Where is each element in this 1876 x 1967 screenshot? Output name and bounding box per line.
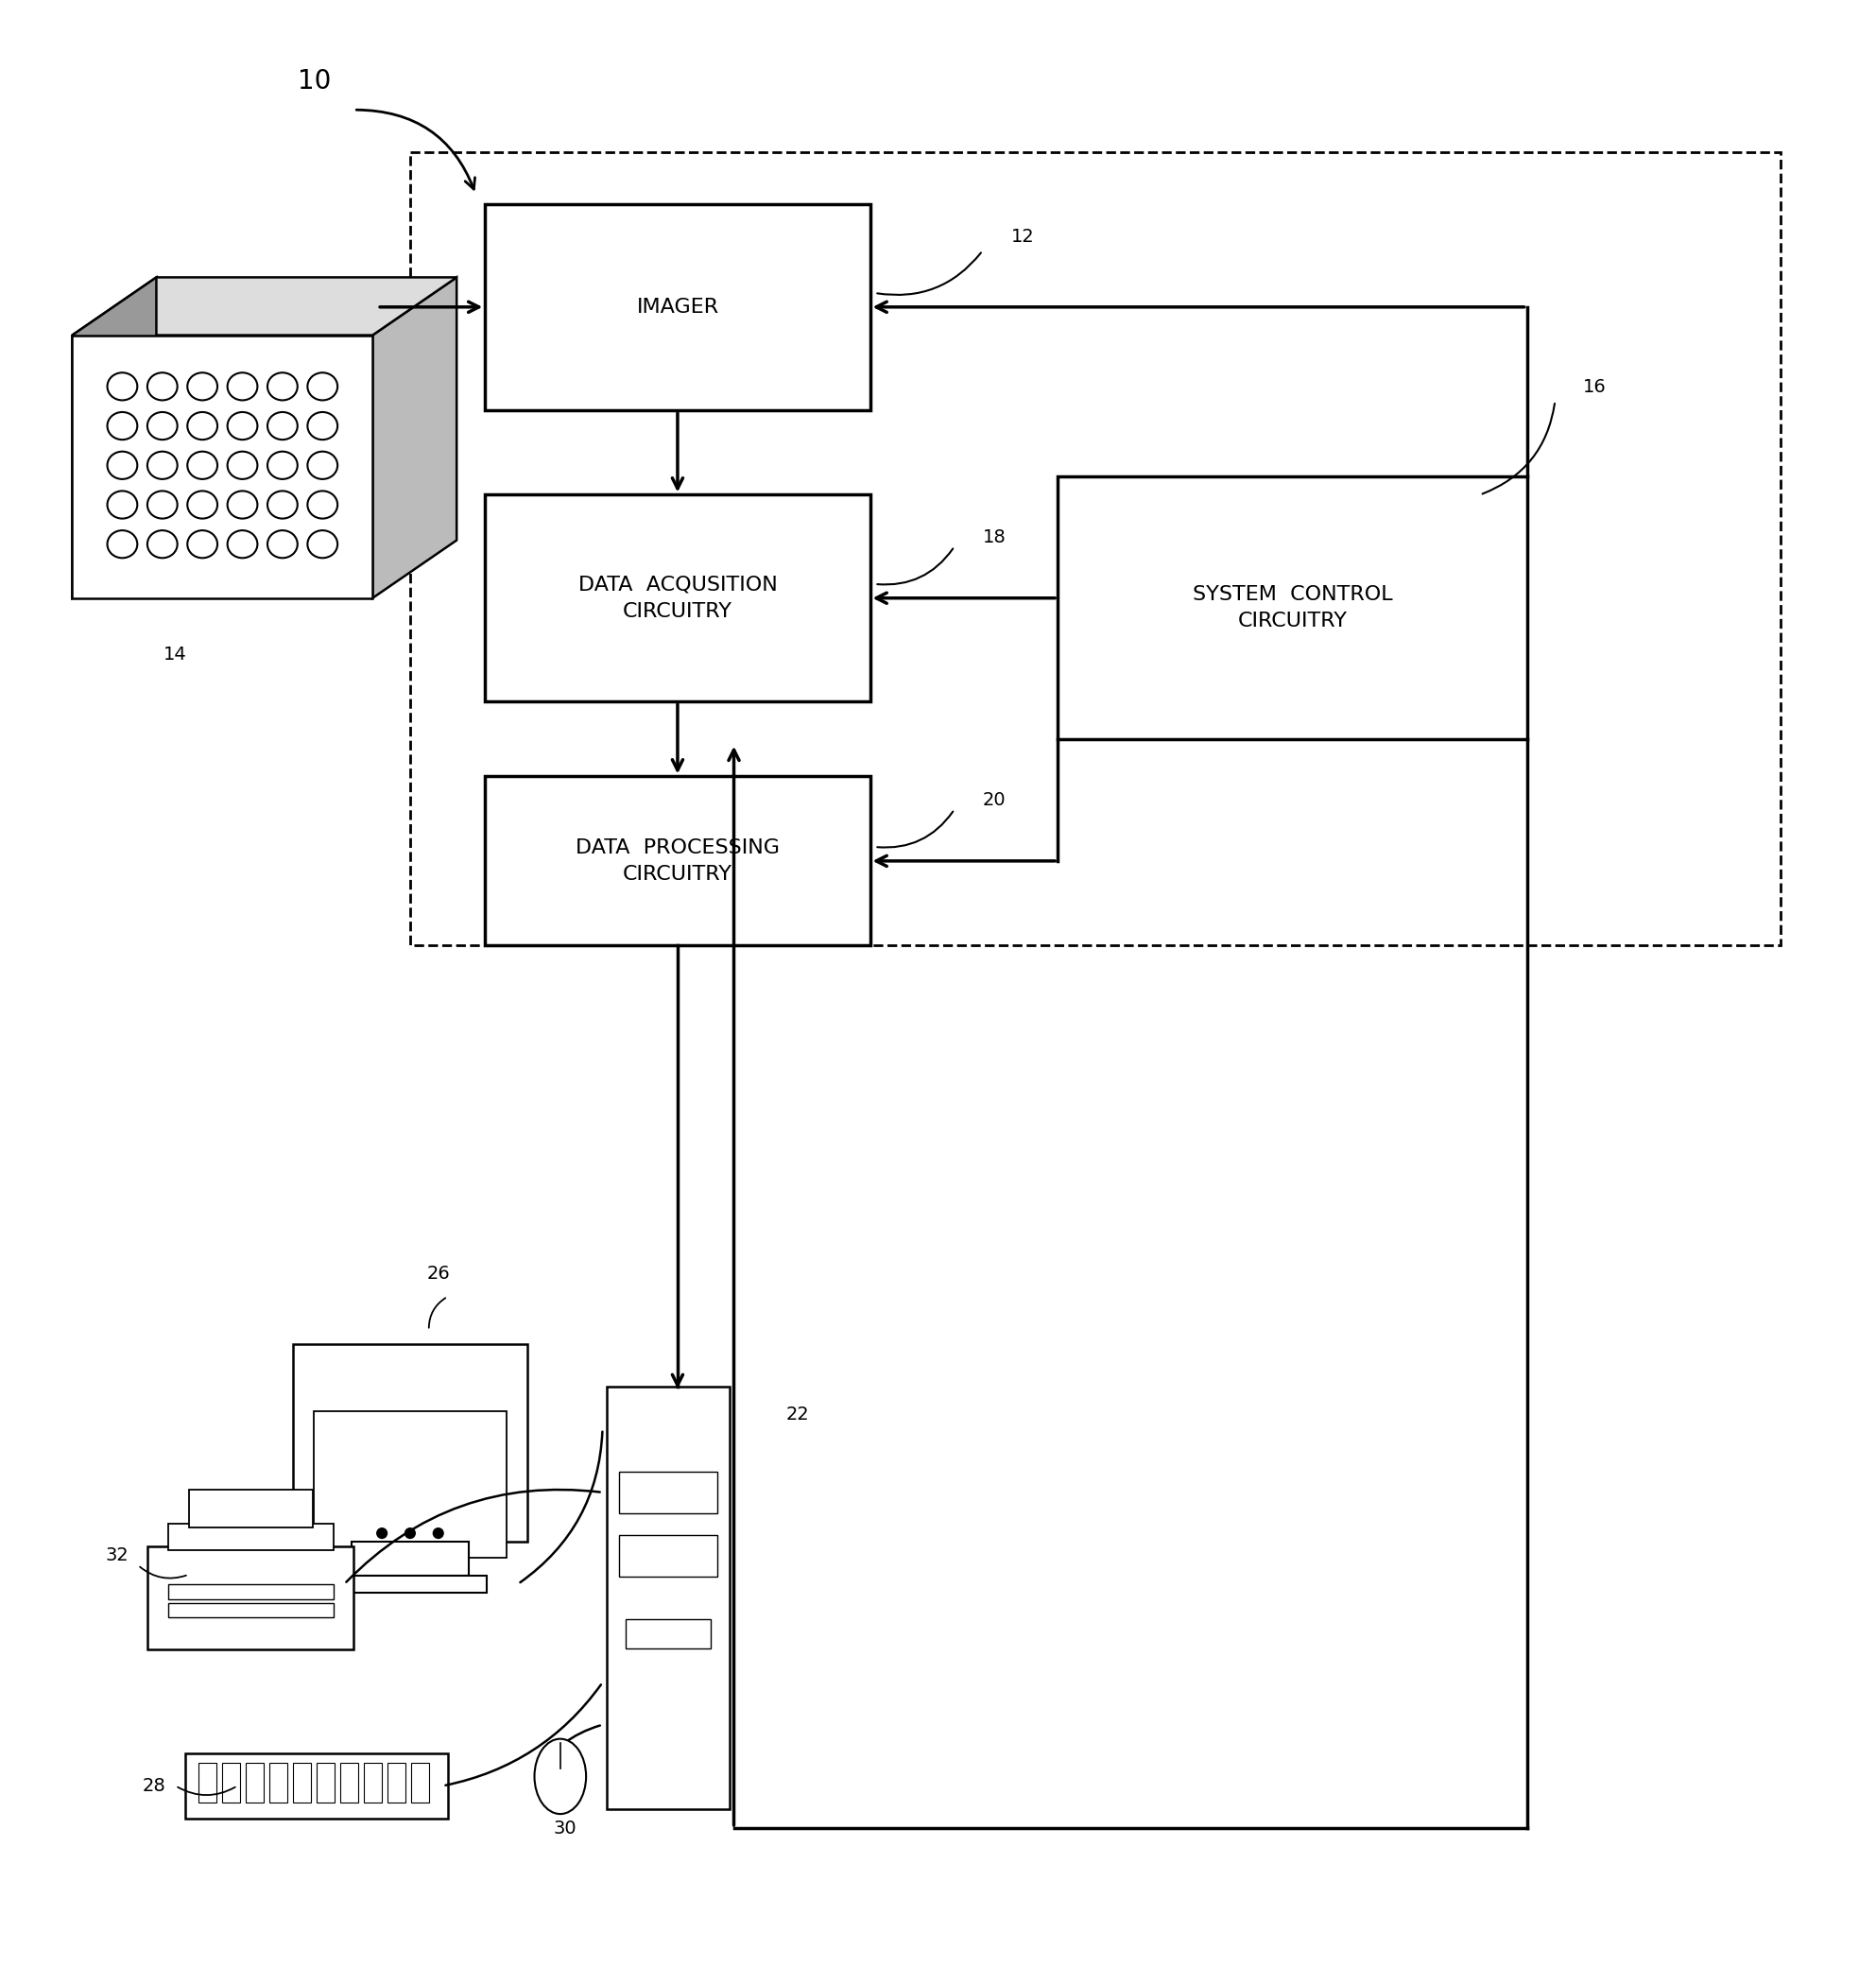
Ellipse shape [107, 372, 137, 399]
Circle shape [377, 1528, 386, 1538]
Bar [619, 1471, 717, 1513]
Text: 26: 26 [426, 1265, 450, 1282]
Ellipse shape [535, 1739, 585, 1814]
Ellipse shape [227, 531, 257, 559]
Ellipse shape [188, 372, 218, 399]
Polygon shape [73, 277, 456, 334]
Bar [169, 1603, 334, 1617]
Ellipse shape [107, 492, 137, 519]
Ellipse shape [188, 411, 218, 441]
Text: IMAGER: IMAGER [636, 297, 719, 317]
Text: 18: 18 [983, 527, 1006, 547]
Circle shape [405, 1528, 415, 1538]
Ellipse shape [227, 492, 257, 519]
Polygon shape [73, 277, 156, 598]
Ellipse shape [188, 492, 218, 519]
Text: 16: 16 [1583, 378, 1606, 395]
Bar [1058, 476, 1527, 740]
Text: 10: 10 [298, 69, 330, 94]
Bar [386, 1762, 405, 1802]
Bar [340, 1762, 358, 1802]
Bar [169, 1583, 334, 1599]
Bar [293, 1345, 527, 1542]
Circle shape [433, 1528, 443, 1538]
Bar [619, 1534, 717, 1578]
Ellipse shape [148, 492, 178, 519]
Ellipse shape [148, 411, 178, 441]
Ellipse shape [107, 452, 137, 480]
Ellipse shape [148, 531, 178, 559]
Ellipse shape [148, 452, 178, 480]
Bar [364, 1762, 383, 1802]
Ellipse shape [188, 531, 218, 559]
Bar [486, 205, 870, 411]
Bar [486, 777, 870, 946]
Bar [246, 1762, 265, 1802]
Bar [411, 151, 1780, 946]
Ellipse shape [268, 531, 298, 559]
Bar [268, 1762, 287, 1802]
Bar [313, 1412, 507, 1558]
Ellipse shape [268, 492, 298, 519]
Bar [351, 1542, 469, 1576]
Bar [334, 1576, 486, 1593]
Bar [486, 496, 870, 702]
Text: 20: 20 [983, 791, 1006, 808]
Ellipse shape [268, 411, 298, 441]
Ellipse shape [268, 452, 298, 480]
Ellipse shape [308, 372, 338, 399]
Ellipse shape [308, 452, 338, 480]
Ellipse shape [308, 492, 338, 519]
Ellipse shape [107, 531, 137, 559]
Ellipse shape [308, 411, 338, 441]
Bar [199, 1762, 216, 1802]
Text: 30: 30 [553, 1819, 576, 1837]
Text: DATA  PROCESSING
CIRCUITRY: DATA PROCESSING CIRCUITRY [576, 838, 780, 883]
Text: DATA  ACQUSITION
CIRCUITRY: DATA ACQUSITION CIRCUITRY [578, 576, 777, 622]
Text: 12: 12 [1011, 228, 1034, 246]
Ellipse shape [268, 372, 298, 399]
Ellipse shape [308, 531, 338, 559]
Bar [148, 1546, 355, 1650]
Polygon shape [373, 277, 456, 598]
Ellipse shape [107, 411, 137, 441]
Bar [169, 1524, 334, 1550]
Bar [608, 1387, 730, 1810]
Text: 28: 28 [143, 1776, 167, 1794]
Bar [186, 1753, 448, 1819]
Ellipse shape [227, 411, 257, 441]
Bar [625, 1619, 711, 1648]
Polygon shape [73, 334, 373, 598]
Ellipse shape [227, 452, 257, 480]
Bar [317, 1762, 334, 1802]
Bar [411, 1762, 430, 1802]
Bar [221, 1762, 240, 1802]
Ellipse shape [188, 452, 218, 480]
Text: SYSTEM  CONTROL
CIRCUITRY: SYSTEM CONTROL CIRCUITRY [1193, 584, 1392, 629]
Text: 22: 22 [786, 1406, 809, 1424]
Ellipse shape [148, 372, 178, 399]
Bar [189, 1491, 313, 1528]
Text: 32: 32 [105, 1546, 129, 1564]
Text: 14: 14 [163, 645, 188, 663]
Bar [293, 1762, 311, 1802]
Ellipse shape [227, 372, 257, 399]
